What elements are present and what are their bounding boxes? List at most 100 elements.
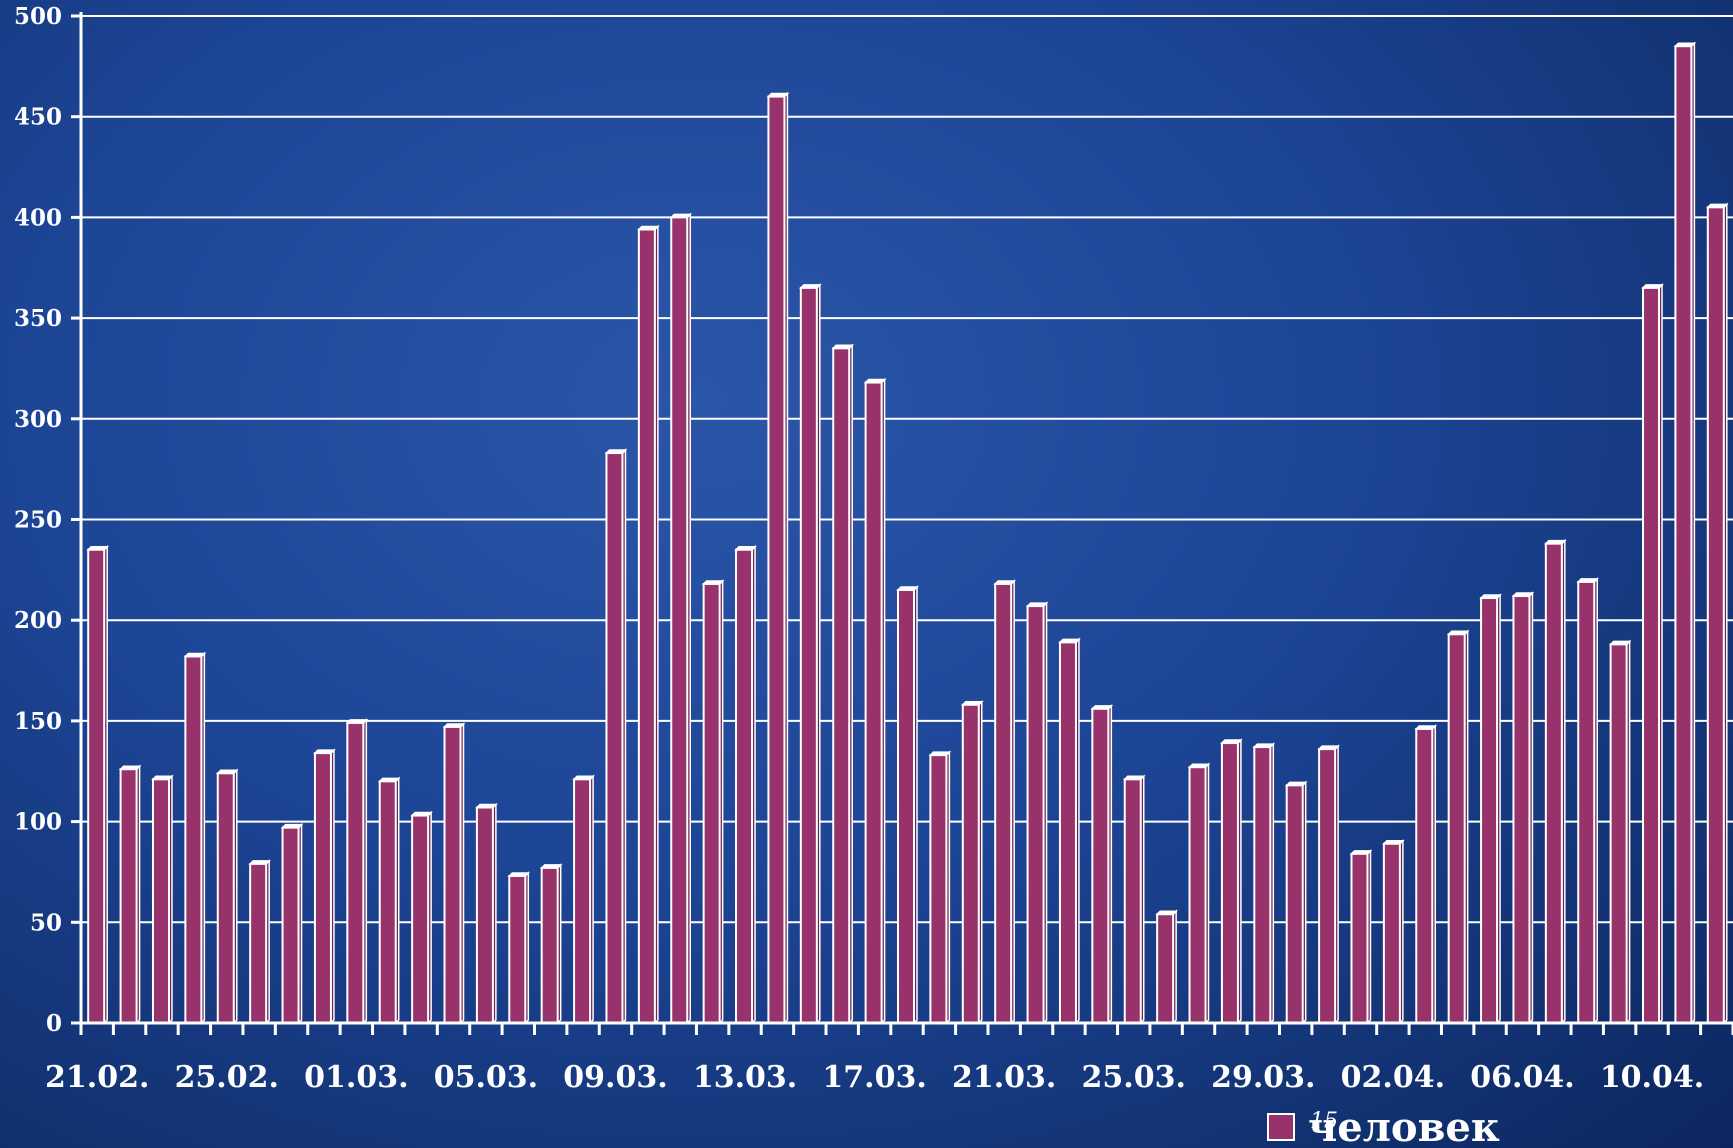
y-tick-label: 400: [14, 204, 62, 231]
bar: [183, 651, 207, 1025]
x-tick-label: 06.04.: [1470, 1060, 1574, 1095]
bar-front: [1285, 784, 1304, 1025]
bar: [377, 776, 401, 1025]
bar: [313, 748, 336, 1025]
bar: [507, 871, 531, 1025]
bar-front: [832, 347, 851, 1024]
bar: [248, 859, 271, 1025]
bar: [572, 774, 595, 1025]
bar-front: [1091, 707, 1110, 1024]
bar: [896, 585, 919, 1025]
bar: [1544, 538, 1567, 1025]
bar-front: [1706, 206, 1725, 1024]
bar-front: [1220, 742, 1239, 1025]
bar: [1479, 593, 1502, 1025]
bar: [863, 377, 887, 1025]
x-tick-label: 21.03.: [952, 1060, 1056, 1095]
bar: [701, 579, 725, 1025]
bar-front: [1642, 286, 1661, 1024]
bar-front: [1544, 542, 1563, 1025]
bar: [345, 718, 369, 1025]
bar: [766, 91, 790, 1025]
legend-swatch: [1267, 1113, 1295, 1141]
bar: [1641, 283, 1664, 1025]
bar: [442, 722, 466, 1025]
axes: [71, 12, 1733, 1035]
bar-front: [119, 768, 138, 1025]
bar-front: [702, 582, 721, 1024]
bar: [151, 774, 174, 1025]
bar-front: [961, 703, 980, 1025]
bar-front: [249, 862, 268, 1024]
bar: [1252, 742, 1276, 1025]
bar: [1576, 577, 1600, 1025]
bar-front: [573, 778, 592, 1025]
bar: [1058, 637, 1081, 1025]
bar: [1317, 744, 1340, 1025]
bar-front: [864, 381, 883, 1025]
bar-front: [184, 655, 203, 1025]
legend: человек: [1267, 1104, 1500, 1148]
bar: [1220, 738, 1243, 1025]
bar: [475, 802, 498, 1025]
bar-front: [767, 95, 786, 1024]
bar-front: [637, 228, 656, 1024]
bar-front: [281, 826, 300, 1025]
bar-front: [443, 725, 462, 1025]
x-tick-label: 21.02.: [45, 1060, 149, 1095]
bar: [799, 283, 822, 1025]
bar: [410, 810, 433, 1025]
y-tick-label: 200: [14, 607, 62, 634]
bar: [1025, 601, 1049, 1025]
bar: [734, 544, 757, 1025]
bar: [1608, 639, 1632, 1025]
bar: [1673, 41, 1697, 1025]
bar: [604, 448, 628, 1025]
bar-front: [216, 772, 235, 1024]
bar: [1284, 780, 1308, 1025]
bar-front: [605, 452, 624, 1024]
x-tick-label: 02.04.: [1341, 1060, 1445, 1095]
bar: [1382, 838, 1405, 1025]
slide-number: 15: [1310, 1109, 1338, 1134]
x-tick-labels: 21.02. 25.02. 01.03. 05.03. 09.03. 13.03. 17.0…: [45, 1060, 1704, 1095]
bar-front: [735, 548, 754, 1025]
bar-front: [151, 778, 170, 1025]
bar: [1511, 591, 1535, 1025]
bar: [960, 699, 984, 1025]
bar-front: [1026, 605, 1045, 1024]
bar-front: [1480, 597, 1499, 1025]
bar-front: [508, 874, 527, 1025]
bar: [669, 212, 693, 1025]
bars: [86, 41, 1729, 1025]
bar-front: [411, 814, 430, 1024]
bar-front: [346, 721, 365, 1024]
bar: [1414, 724, 1438, 1025]
x-tick-label: 09.03.: [563, 1060, 667, 1095]
bar: [1122, 774, 1146, 1025]
bar-front: [1415, 727, 1434, 1024]
bar: [1705, 202, 1729, 1025]
bar: [86, 544, 110, 1025]
bar-front: [1350, 852, 1369, 1024]
bar: [1446, 629, 1470, 1025]
bar: [993, 579, 1016, 1025]
bar-front: [1512, 595, 1531, 1024]
y-tick-labels: 0 50 100 150 200 250 300 350 400 450 500: [14, 3, 62, 1037]
legend-label: человек: [1308, 1104, 1500, 1148]
bar-front: [1156, 913, 1175, 1025]
bar-front: [1123, 778, 1142, 1025]
y-tick-label: 500: [14, 3, 62, 30]
y-tick-label: 100: [14, 809, 62, 836]
x-tick-label: 29.03.: [1211, 1060, 1315, 1095]
x-tick-label: 01.03.: [304, 1060, 408, 1095]
x-tick-label: 10.04.: [1600, 1060, 1704, 1095]
bar: [118, 764, 142, 1025]
bar: [1090, 704, 1114, 1025]
y-tick-label: 150: [14, 708, 62, 735]
y-tick-label: 250: [14, 507, 62, 534]
bar: [831, 343, 855, 1025]
bar-front: [313, 752, 332, 1025]
x-tick-label: 13.03.: [693, 1060, 797, 1095]
bar-front: [929, 754, 948, 1024]
